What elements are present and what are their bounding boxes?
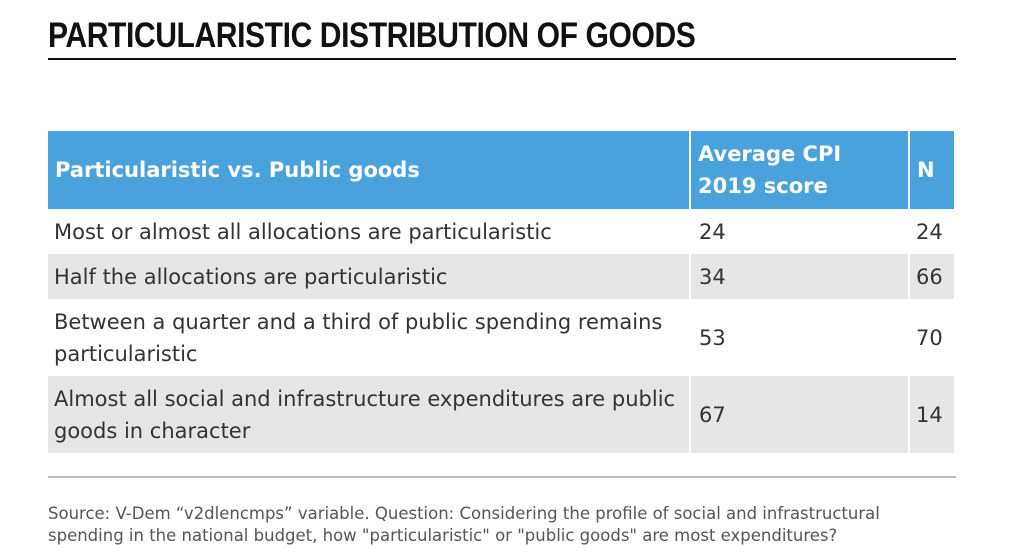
- row-category: Between a quarter and a third of public …: [48, 299, 690, 376]
- row-n-count: 70: [908, 299, 954, 376]
- table-row: Most or almost all allocations are parti…: [48, 209, 954, 254]
- table-row: Between a quarter and a third of public …: [48, 299, 954, 376]
- page-title: PARTICULARISTIC DISTRIBUTION OF GOODS: [48, 16, 696, 55]
- row-category: Almost all social and infrastructure exp…: [48, 376, 690, 453]
- row-cpi-score: 67: [689, 376, 909, 453]
- table-row: Almost all social and infrastructure exp…: [48, 376, 954, 453]
- table-row: Half the allocations are particularistic…: [48, 254, 954, 299]
- row-n-count: 66: [908, 254, 954, 299]
- row-category: Half the allocations are particularistic: [48, 254, 690, 299]
- column-header-category: Particularistic vs. Public goods: [48, 131, 690, 209]
- row-cpi-score: 24: [689, 209, 909, 254]
- row-n-count: 14: [908, 376, 954, 453]
- column-header-cpi: Average CPI 2019 score: [689, 131, 909, 209]
- table-header-row: Particularistic vs. Public goods Average…: [48, 131, 954, 209]
- table-bottom-divider: [48, 476, 956, 478]
- row-cpi-score: 53: [689, 299, 909, 376]
- row-n-count: 24: [908, 209, 954, 254]
- source-note: Source: V-Dem “v2dlencmps” variable. Que…: [48, 504, 880, 545]
- row-category: Most or almost all allocations are parti…: [48, 209, 690, 254]
- column-header-n: N: [908, 131, 954, 209]
- row-cpi-score: 34: [689, 254, 909, 299]
- cpi-table: Particularistic vs. Public goods Average…: [48, 131, 954, 453]
- title-divider: [48, 58, 956, 60]
